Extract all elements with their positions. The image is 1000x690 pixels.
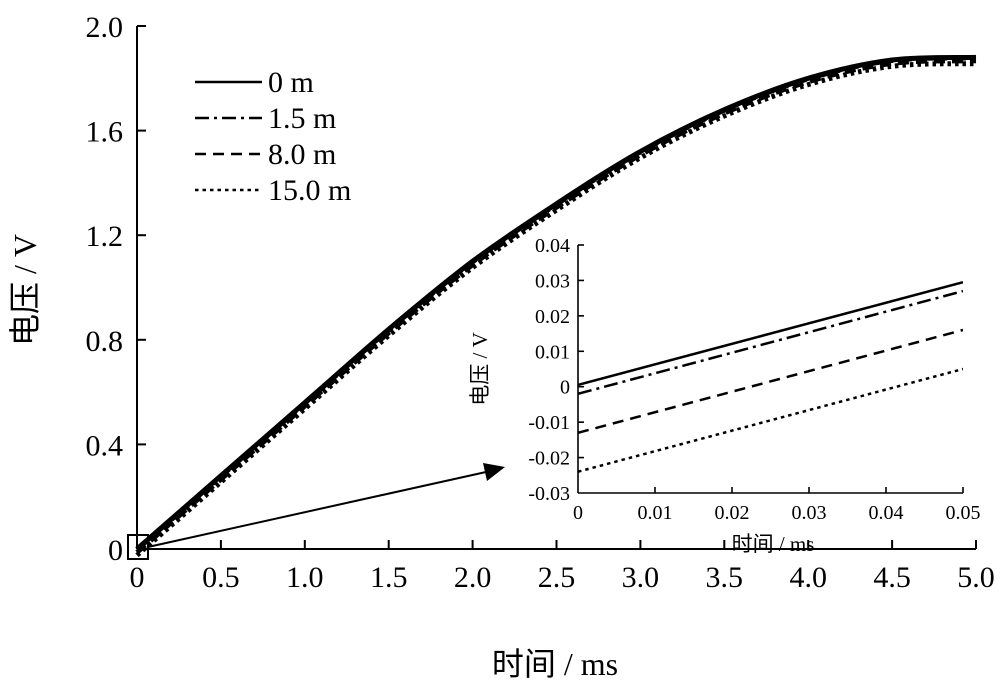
inset-y-tick-label: 0.03	[535, 270, 570, 292]
inset-x-tick-label: 0.05	[946, 502, 981, 524]
main-x-tick-label: 0.5	[202, 561, 240, 594]
inset-x-tick-label: 0.03	[792, 502, 827, 524]
main-y-tick-label: 1.6	[86, 116, 124, 149]
inset-series-line-1-5-m	[578, 289, 963, 396]
inset-x-axis-label: 时间 / ms	[732, 532, 815, 556]
inset-x-tick-label: 0.02	[715, 502, 750, 524]
main-x-axis-label: 时间 / ms	[492, 646, 618, 682]
main-y-tick-label: 0	[108, 534, 123, 567]
main-axes: 0 0.5 1.0 1.5 2.0 2.5 3.0 3.5 4.0 4.5 5.0 0 0.4 0.8 1.…	[86, 11, 995, 594]
legend: 0 m1.5 m8.0 m15.0 m	[195, 66, 351, 207]
main-y-tick-label: 0.4	[86, 429, 124, 462]
inset-x-tick-label: 0	[573, 502, 583, 524]
inset-x-tick-label: 0.04	[869, 502, 904, 524]
main-series-line-15-0-m	[135, 61, 977, 558]
main-y-tick-label: 2.0	[86, 11, 124, 44]
legend-label-0-m: 0 m	[268, 66, 314, 99]
inset-y-axis-label: 电压 / V	[468, 332, 492, 406]
main-plot: 0 0.5 1.0 1.5 2.0 2.5 3.0 3.5 4.0 4.5 5.0 0 0.4 0.8 1.…	[7, 11, 995, 682]
inset-y-tick-label: -0.03	[528, 483, 570, 505]
main-x-tick-label: 2.0	[454, 561, 492, 594]
main-y-tick-label: 0.8	[86, 325, 124, 358]
inset-x-tick-label: 0.01	[638, 502, 673, 524]
inset-y-tick-label: 0.01	[535, 341, 570, 363]
main-x-tick-label: 4.5	[873, 561, 911, 594]
legend-label-15-0-m: 15.0 m	[268, 174, 351, 207]
main-y-tick-label: 1.2	[86, 220, 124, 253]
main-series-line-1-5-m	[135, 55, 977, 552]
main-x-tick-label: 3.0	[622, 561, 660, 594]
main-x-tick-label: 0	[130, 561, 145, 594]
main-x-tick-label: 5.0	[957, 561, 995, 594]
main-x-tick-label: 3.5	[706, 561, 744, 594]
zoom-arrowhead	[483, 463, 505, 481]
inset-axes: 0 0.01 0.02 0.03 0.04 0.050.040.030.020.010-0…	[528, 235, 980, 524]
inset-series-line-15-0-m	[578, 367, 963, 473]
inset-y-tick-label: 0.04	[535, 235, 570, 257]
inset-y-tick-label: 0	[560, 377, 570, 399]
main-series-group	[135, 54, 977, 558]
inset-plot: 0 0.01 0.02 0.03 0.04 0.050.040.030.020.010-0…	[468, 235, 981, 556]
legend-label-8-0-m: 8.0 m	[268, 138, 336, 171]
main-x-tick-label: 4.0	[789, 561, 827, 594]
inset-series-line-8-0-m	[578, 328, 963, 435]
main-x-tick-label: 1.5	[370, 561, 408, 594]
inset-y-tick-label: -0.01	[528, 412, 570, 434]
main-x-tick-label: 1.0	[286, 561, 324, 594]
main-y-axis-label: 电压 / V	[7, 234, 43, 346]
inset-y-tick-label: 0.02	[535, 306, 570, 328]
zoom-arrow	[147, 471, 487, 548]
main-x-tick-label: 2.5	[538, 561, 576, 594]
inset-series-line-0-m	[578, 280, 963, 387]
legend-label-1-5-m: 1.5 m	[268, 102, 336, 135]
inset-y-tick-label: -0.02	[528, 448, 570, 470]
inset-series-group	[578, 280, 963, 473]
